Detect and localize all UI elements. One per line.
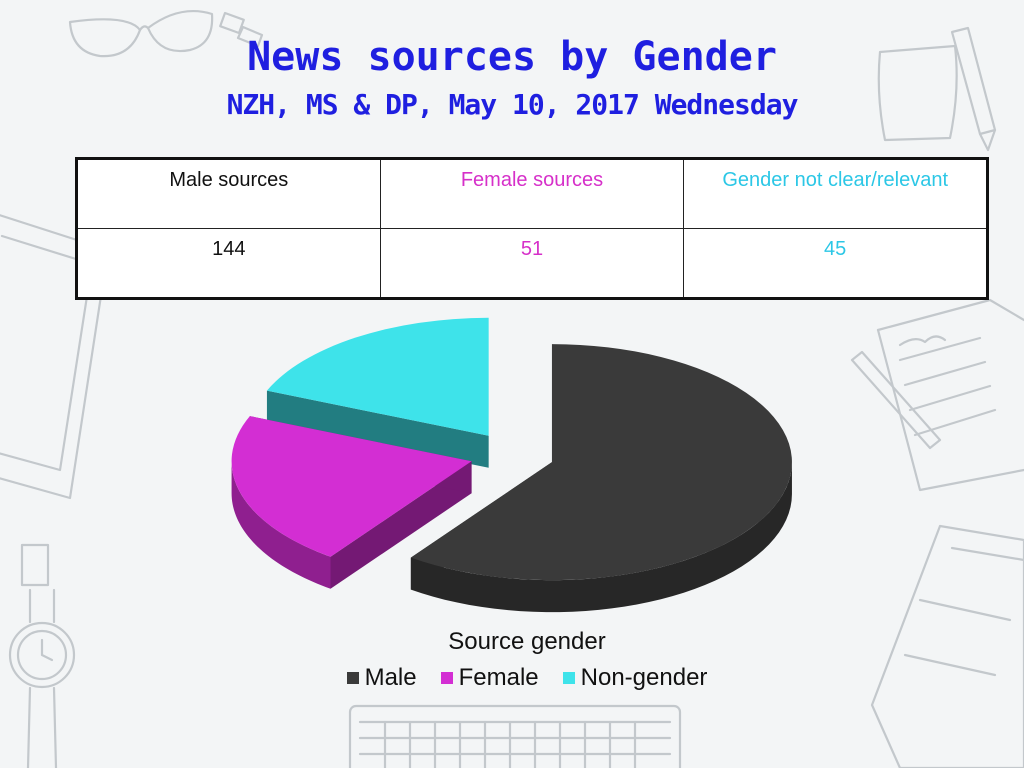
wristwatch-icon <box>8 543 76 768</box>
table-header-row: Male sources Female sources Gender not c… <box>76 158 988 229</box>
page-title: News sources by Gender <box>247 34 777 80</box>
legend-swatch-female <box>440 672 453 684</box>
sources-table: Male sources Female sources Gender not c… <box>75 157 989 300</box>
book-icon <box>870 524 1024 768</box>
legend-swatch-male <box>346 672 359 684</box>
usb-stick-icon <box>219 11 264 48</box>
legend-item-female: Female <box>440 664 539 692</box>
pen-icon <box>950 26 997 152</box>
legend-label-non-gender: Non-gender <box>580 664 708 691</box>
pie-slice-female <box>231 416 472 557</box>
glasses-icon <box>68 10 214 58</box>
legend-label-male: Male <box>364 664 417 691</box>
legend-item-non-gender: Non-gender <box>562 664 708 692</box>
legend-item-male: Male <box>346 664 417 692</box>
sticky-note-icon <box>877 44 958 142</box>
header-gender-not-clear: Gender not clear/relevant <box>683 158 988 229</box>
table-value-row: 144 51 45 <box>76 228 988 299</box>
tablet-icon <box>0 214 110 500</box>
notebook-icon <box>876 298 1024 492</box>
legend-title: Source gender <box>448 628 606 655</box>
value-gender-not-clear: 45 <box>683 228 988 299</box>
keyboard-icon <box>348 704 682 768</box>
pie-slice-male-edge <box>410 462 792 613</box>
page-subtitle: NZH, MS & DP, May 10, 2017 Wednesday <box>226 88 799 121</box>
pie-slice-female-edge <box>231 461 331 589</box>
pie-slice-female-wall-0 <box>330 461 472 589</box>
legend-label-female: Female <box>458 664 539 691</box>
value-female-sources: 51 <box>379 228 685 299</box>
pie-slice-male <box>410 344 792 581</box>
value-male-sources: 144 <box>76 228 381 299</box>
pencil-icon <box>850 350 942 450</box>
pie-slice-non-gender-wall-0 <box>266 390 489 468</box>
chart-legend: Male Female Non-gender <box>0 664 1024 692</box>
pie-slice-non-gender <box>266 317 489 436</box>
legend-swatch-non-gender <box>562 672 575 684</box>
